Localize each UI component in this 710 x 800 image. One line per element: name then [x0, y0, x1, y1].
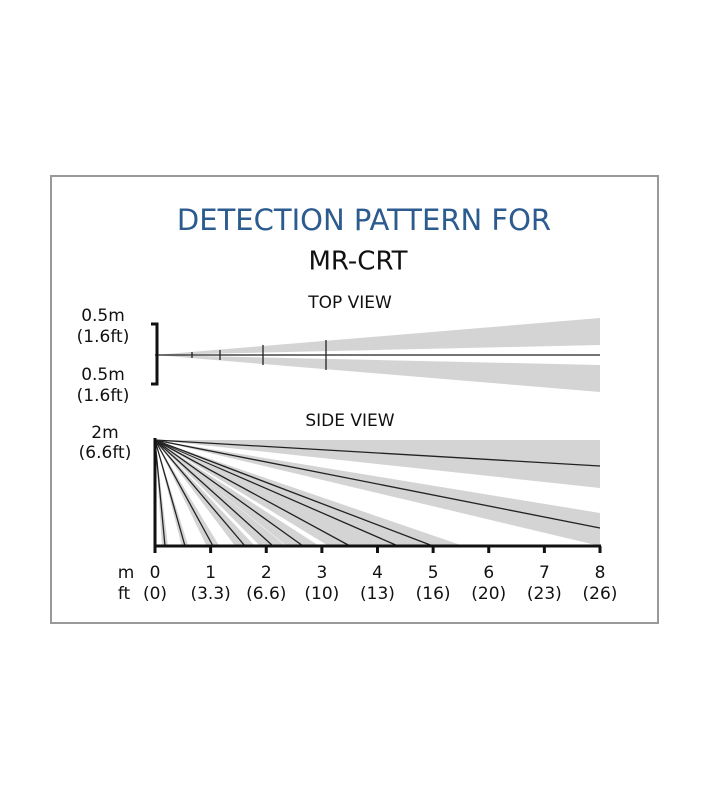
range-label: (1.6ft) [77, 386, 130, 406]
axis-label: (26) [583, 584, 618, 604]
beam-line [154, 439, 166, 547]
model: MR-CRT [308, 247, 407, 277]
range-label: 0.5m [81, 306, 125, 326]
axis-label: (6.6) [246, 584, 286, 604]
beam-line [154, 439, 399, 547]
beam-line [154, 439, 186, 547]
axis-label: (20) [471, 584, 506, 604]
title: DETECTION PATTERN FOR [177, 203, 551, 237]
top-view [151, 318, 600, 392]
beam [155, 355, 600, 392]
height-label: 2m [91, 423, 118, 443]
beam-line [154, 439, 351, 547]
axis-label: 5 [428, 563, 439, 583]
beam [155, 440, 600, 546]
top-view-label: TOP VIEW [307, 293, 392, 313]
beam [155, 440, 600, 488]
height-label: (6.6ft) [79, 443, 132, 463]
axis-label: 1 [205, 563, 216, 583]
beam-line [154, 439, 601, 467]
axis-label: 4 [372, 563, 383, 583]
axis-label: 6 [483, 563, 494, 583]
beam [155, 318, 600, 355]
axis-label: 3 [316, 563, 327, 583]
beam [155, 440, 286, 546]
beam-line [154, 439, 246, 547]
axis-label: 2 [261, 563, 272, 583]
axis-label: (0) [143, 584, 167, 604]
axis-label: (10) [304, 584, 339, 604]
unit-label: ft [118, 584, 131, 604]
axis-label: (13) [360, 584, 395, 604]
beam-line [154, 439, 214, 547]
beam-line [154, 439, 601, 529]
beam-line [154, 439, 274, 547]
side-view [153, 438, 602, 553]
side-view-label: SIDE VIEW [305, 411, 394, 431]
axis-label: (23) [527, 584, 562, 604]
beam [155, 440, 220, 546]
axis-label: (3.3) [190, 584, 230, 604]
axis-label: (16) [416, 584, 451, 604]
beam [155, 440, 168, 546]
beam-line [154, 439, 434, 547]
beam [155, 440, 255, 546]
beam [155, 440, 320, 546]
frame [50, 175, 659, 624]
axis-label: 7 [539, 563, 550, 583]
unit-label: m [118, 563, 135, 583]
axis-label: 8 [595, 563, 606, 583]
beam [155, 440, 464, 546]
range-label: (1.6ft) [77, 327, 130, 347]
beam [155, 440, 189, 546]
bracket [151, 322, 159, 386]
beam-line [154, 439, 304, 547]
axis-label: 0 [150, 563, 161, 583]
range-label: 0.5m [81, 365, 125, 385]
